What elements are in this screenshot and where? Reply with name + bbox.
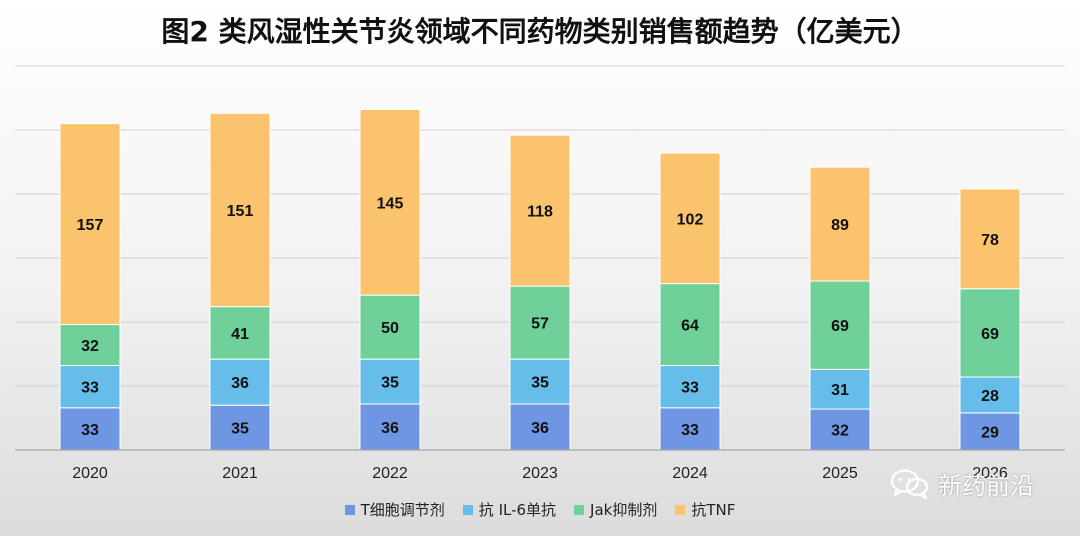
x-axis: 2020 2021 2022 2023 2024 2025 2026 <box>15 449 1065 482</box>
x-tick-label: 2026 <box>972 465 1008 482</box>
bar-segment <box>809 166 871 282</box>
data-label: 69 <box>981 326 999 343</box>
data-label: 32 <box>831 423 849 440</box>
x-tick-label: 2020 <box>72 465 108 482</box>
bar-segment <box>359 358 421 405</box>
bar-segment <box>809 368 871 410</box>
bar-segment <box>509 134 571 287</box>
watermark: 新药前沿 <box>890 466 1034 501</box>
bar-segment <box>809 280 871 370</box>
data-label: 32 <box>81 338 99 355</box>
data-label: 89 <box>831 217 849 234</box>
legend-swatch <box>462 504 473 515</box>
legend-label: 抗TNF <box>691 501 736 519</box>
bar-segment <box>509 285 571 360</box>
bar-segment <box>509 358 571 405</box>
data-label: 33 <box>81 422 99 439</box>
data-label: 35 <box>381 375 399 392</box>
legend-swatch <box>344 504 355 515</box>
data-label: 157 <box>77 217 104 234</box>
data-label: 118 <box>527 204 553 221</box>
data-label: 33 <box>681 380 699 397</box>
data-label: 36 <box>231 375 249 392</box>
bar-segment <box>959 412 1021 451</box>
bar-segment <box>959 288 1021 378</box>
legend-swatch <box>675 504 686 515</box>
chart-title: 图2 类风湿性关节炎领域不同药物类别销售额趋势（亿美元） <box>161 15 919 48</box>
bar-segment <box>359 109 421 296</box>
wechat-icon <box>890 468 929 499</box>
bar-segment <box>59 365 121 409</box>
legend-item: 抗 IL-6单抗 <box>462 499 557 520</box>
data-label: 33 <box>681 422 699 439</box>
data-label: 151 <box>227 203 254 220</box>
bar-segment <box>659 152 721 285</box>
bar-segment <box>209 112 271 308</box>
bar-segment <box>659 407 721 451</box>
data-label: 33 <box>81 380 99 397</box>
legend-item: 抗TNF <box>675 499 735 520</box>
bar-segment <box>659 283 721 367</box>
data-label: 102 <box>677 211 704 228</box>
x-tick-label: 2025 <box>822 465 858 482</box>
data-label: 36 <box>381 420 399 437</box>
bars <box>59 109 1021 451</box>
bar-segment <box>59 123 121 326</box>
x-tick-label: 2022 <box>372 465 408 482</box>
data-label: 64 <box>681 318 699 335</box>
data-label: 31 <box>831 382 849 399</box>
data-label: 69 <box>831 318 849 335</box>
data-label: 78 <box>981 232 999 249</box>
data-label: 35 <box>531 375 549 392</box>
legend: T细胞调节剂 抗 IL-6单抗 Jak抑制剂 抗TNF <box>0 499 1080 520</box>
data-label: 41 <box>231 326 249 343</box>
data-label: 28 <box>981 388 999 405</box>
watermark-text: 新药前沿 <box>938 472 1034 500</box>
data-label: 36 <box>531 420 549 437</box>
data-label: 145 <box>377 195 404 212</box>
bar-segment <box>59 407 121 451</box>
bar-segment <box>359 403 421 451</box>
data-label: 35 <box>231 421 249 438</box>
bar-segment <box>959 188 1021 290</box>
bar-segment <box>659 365 721 409</box>
data-labels: 33 33 32 157 35 36 41 151 36 35 50 145 36 35 57 118 33 33… <box>77 195 999 441</box>
bar-segment <box>209 358 271 406</box>
bar-segment <box>959 376 1021 414</box>
legend-label: Jak抑制剂 <box>590 501 658 519</box>
data-label: 50 <box>381 320 399 337</box>
data-label: 57 <box>531 316 549 333</box>
legend-item: Jak抑制剂 <box>574 499 657 520</box>
x-tick-label: 2024 <box>672 465 708 482</box>
legend-item: T细胞调节剂 <box>344 499 445 520</box>
data-label: 29 <box>981 424 999 441</box>
legend-swatch <box>574 504 585 515</box>
x-tick-label: 2023 <box>522 465 558 482</box>
x-tick-label: 2021 <box>222 465 258 482</box>
bar-segment <box>809 408 871 451</box>
legend-label: T细胞调节剂 <box>360 501 445 519</box>
legend-label: 抗 IL-6单抗 <box>478 501 557 519</box>
